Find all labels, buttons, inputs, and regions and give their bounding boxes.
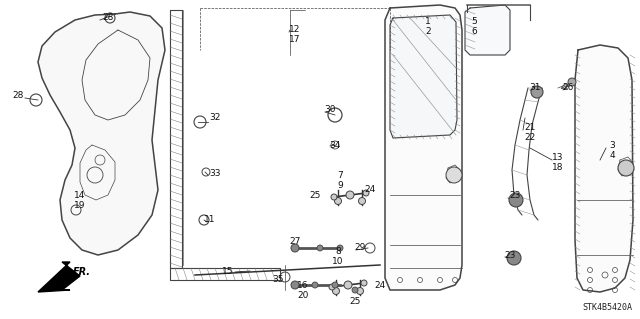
Circle shape bbox=[291, 244, 299, 252]
Text: 19: 19 bbox=[74, 202, 86, 211]
Circle shape bbox=[356, 287, 364, 294]
Circle shape bbox=[332, 282, 338, 288]
Text: FR.: FR. bbox=[73, 267, 91, 277]
Text: 32: 32 bbox=[209, 114, 221, 122]
Text: 8: 8 bbox=[335, 248, 341, 256]
Circle shape bbox=[331, 194, 337, 200]
Circle shape bbox=[363, 190, 369, 196]
Text: 14: 14 bbox=[74, 191, 86, 201]
Text: 5: 5 bbox=[471, 18, 477, 26]
Text: 25: 25 bbox=[309, 190, 321, 199]
Text: 20: 20 bbox=[298, 291, 308, 300]
Circle shape bbox=[317, 245, 323, 251]
Text: 4: 4 bbox=[609, 151, 615, 160]
Circle shape bbox=[337, 245, 343, 251]
Text: 1: 1 bbox=[425, 18, 431, 26]
Circle shape bbox=[291, 281, 299, 289]
Text: 6: 6 bbox=[471, 27, 477, 36]
Text: 22: 22 bbox=[524, 133, 536, 143]
Text: 30: 30 bbox=[324, 106, 336, 115]
Text: 16: 16 bbox=[297, 280, 308, 290]
Text: 23: 23 bbox=[504, 250, 516, 259]
Circle shape bbox=[531, 86, 543, 98]
Text: 23: 23 bbox=[509, 191, 521, 201]
Circle shape bbox=[446, 167, 462, 183]
Polygon shape bbox=[390, 15, 457, 138]
Text: 10: 10 bbox=[332, 257, 344, 266]
Polygon shape bbox=[465, 5, 510, 55]
Text: 33: 33 bbox=[209, 168, 221, 177]
Text: 34: 34 bbox=[330, 140, 340, 150]
Text: 18: 18 bbox=[552, 164, 564, 173]
Text: 25: 25 bbox=[349, 298, 361, 307]
Text: 28: 28 bbox=[12, 92, 24, 100]
Text: 35: 35 bbox=[272, 276, 284, 285]
Text: 24: 24 bbox=[364, 186, 376, 195]
Polygon shape bbox=[385, 5, 462, 290]
Circle shape bbox=[358, 197, 365, 204]
Circle shape bbox=[618, 160, 634, 176]
Text: 26: 26 bbox=[563, 84, 573, 93]
Text: 17: 17 bbox=[289, 35, 301, 44]
Text: 9: 9 bbox=[337, 181, 343, 189]
Text: 31: 31 bbox=[529, 84, 541, 93]
Text: 2: 2 bbox=[425, 27, 431, 36]
Circle shape bbox=[346, 191, 354, 199]
Text: 24: 24 bbox=[374, 280, 386, 290]
Text: STK4B5420A: STK4B5420A bbox=[582, 303, 632, 313]
Text: 29: 29 bbox=[355, 243, 365, 253]
Text: 21: 21 bbox=[524, 123, 536, 132]
Text: 3: 3 bbox=[609, 140, 615, 150]
Circle shape bbox=[352, 287, 358, 293]
Text: 15: 15 bbox=[222, 266, 234, 276]
Circle shape bbox=[344, 281, 352, 289]
Polygon shape bbox=[38, 262, 80, 292]
Polygon shape bbox=[575, 45, 633, 292]
Circle shape bbox=[568, 78, 576, 86]
Circle shape bbox=[507, 251, 521, 265]
Circle shape bbox=[335, 197, 342, 204]
Circle shape bbox=[312, 282, 318, 288]
Text: 13: 13 bbox=[552, 153, 564, 162]
Text: 7: 7 bbox=[337, 170, 343, 180]
Circle shape bbox=[333, 287, 339, 294]
Polygon shape bbox=[38, 12, 165, 255]
Text: 11: 11 bbox=[204, 216, 216, 225]
Text: 28: 28 bbox=[102, 13, 114, 23]
Text: 27: 27 bbox=[289, 238, 301, 247]
Text: 12: 12 bbox=[289, 26, 301, 34]
Circle shape bbox=[509, 193, 523, 207]
Circle shape bbox=[329, 284, 335, 290]
Circle shape bbox=[361, 280, 367, 286]
